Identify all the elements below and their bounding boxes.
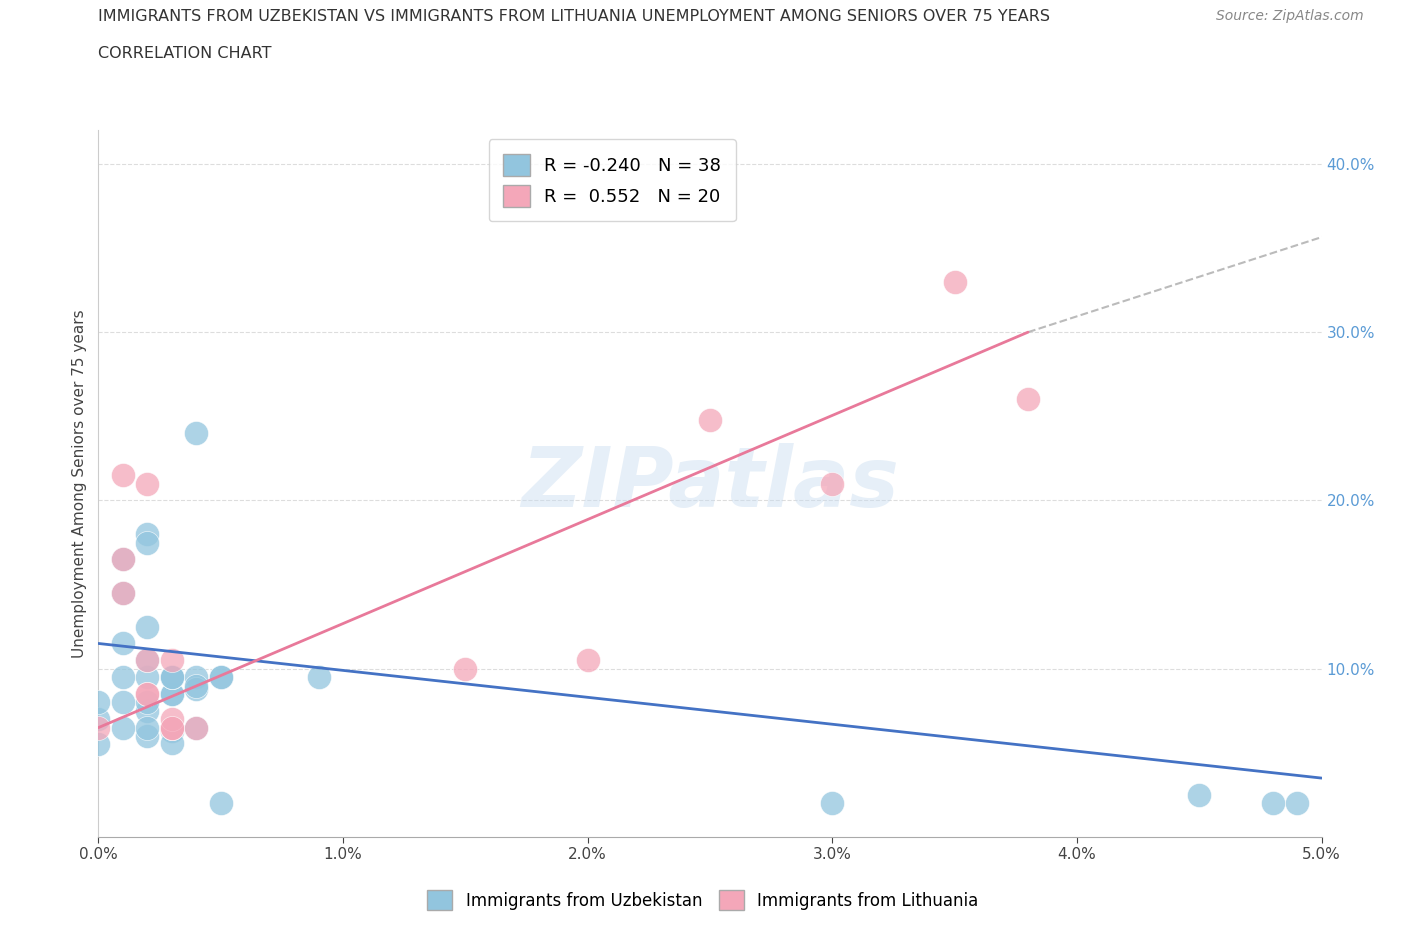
Point — [136, 619, 159, 634]
Point — [160, 724, 183, 738]
Point — [821, 476, 844, 491]
Point — [1261, 796, 1284, 811]
Point — [111, 720, 134, 735]
Point — [111, 586, 134, 601]
Point — [87, 737, 110, 751]
Text: CORRELATION CHART: CORRELATION CHART — [98, 46, 271, 61]
Legend: R = -0.240   N = 38, R =  0.552   N = 20: R = -0.240 N = 38, R = 0.552 N = 20 — [488, 140, 735, 221]
Point — [160, 670, 183, 684]
Point — [111, 636, 134, 651]
Point — [209, 796, 232, 811]
Point — [1017, 392, 1039, 407]
Point — [454, 661, 477, 676]
Text: IMMIGRANTS FROM UZBEKISTAN VS IMMIGRANTS FROM LITHUANIA UNEMPLOYMENT AMONG SENIO: IMMIGRANTS FROM UZBEKISTAN VS IMMIGRANTS… — [98, 9, 1050, 24]
Point — [160, 736, 183, 751]
Legend: Immigrants from Uzbekistan, Immigrants from Lithuania: Immigrants from Uzbekistan, Immigrants f… — [420, 884, 986, 917]
Point — [160, 711, 183, 726]
Point — [186, 678, 208, 693]
Point — [87, 720, 110, 735]
Point — [186, 670, 208, 684]
Point — [186, 720, 208, 735]
Point — [160, 720, 183, 735]
Point — [136, 695, 159, 710]
Point — [111, 551, 134, 566]
Point — [186, 682, 208, 697]
Point — [943, 274, 966, 289]
Point — [160, 670, 183, 684]
Point — [160, 720, 183, 735]
Point — [136, 526, 159, 541]
Point — [111, 551, 134, 566]
Point — [111, 695, 134, 710]
Point — [186, 426, 208, 441]
Point — [136, 653, 159, 668]
Point — [699, 412, 721, 427]
Point — [160, 670, 183, 684]
Text: ZIPatlas: ZIPatlas — [522, 443, 898, 525]
Text: Source: ZipAtlas.com: Source: ZipAtlas.com — [1216, 9, 1364, 23]
Point — [136, 476, 159, 491]
Point — [136, 728, 159, 743]
Point — [576, 653, 599, 668]
Point — [160, 653, 183, 668]
Point — [136, 670, 159, 684]
Point — [111, 670, 134, 684]
Point — [1188, 788, 1211, 803]
Point — [821, 796, 844, 811]
Point — [308, 670, 330, 684]
Point — [209, 670, 232, 684]
Point — [209, 670, 232, 684]
Point — [111, 586, 134, 601]
Point — [160, 686, 183, 701]
Y-axis label: Unemployment Among Seniors over 75 years: Unemployment Among Seniors over 75 years — [72, 310, 87, 658]
Point — [111, 468, 134, 483]
Point — [160, 720, 183, 735]
Point — [136, 535, 159, 550]
Point — [160, 686, 183, 701]
Point — [87, 711, 110, 726]
Point — [186, 720, 208, 735]
Point — [1286, 796, 1309, 811]
Point — [136, 653, 159, 668]
Point — [87, 695, 110, 710]
Point — [136, 720, 159, 735]
Point — [136, 686, 159, 701]
Point — [136, 703, 159, 718]
Point — [136, 686, 159, 701]
